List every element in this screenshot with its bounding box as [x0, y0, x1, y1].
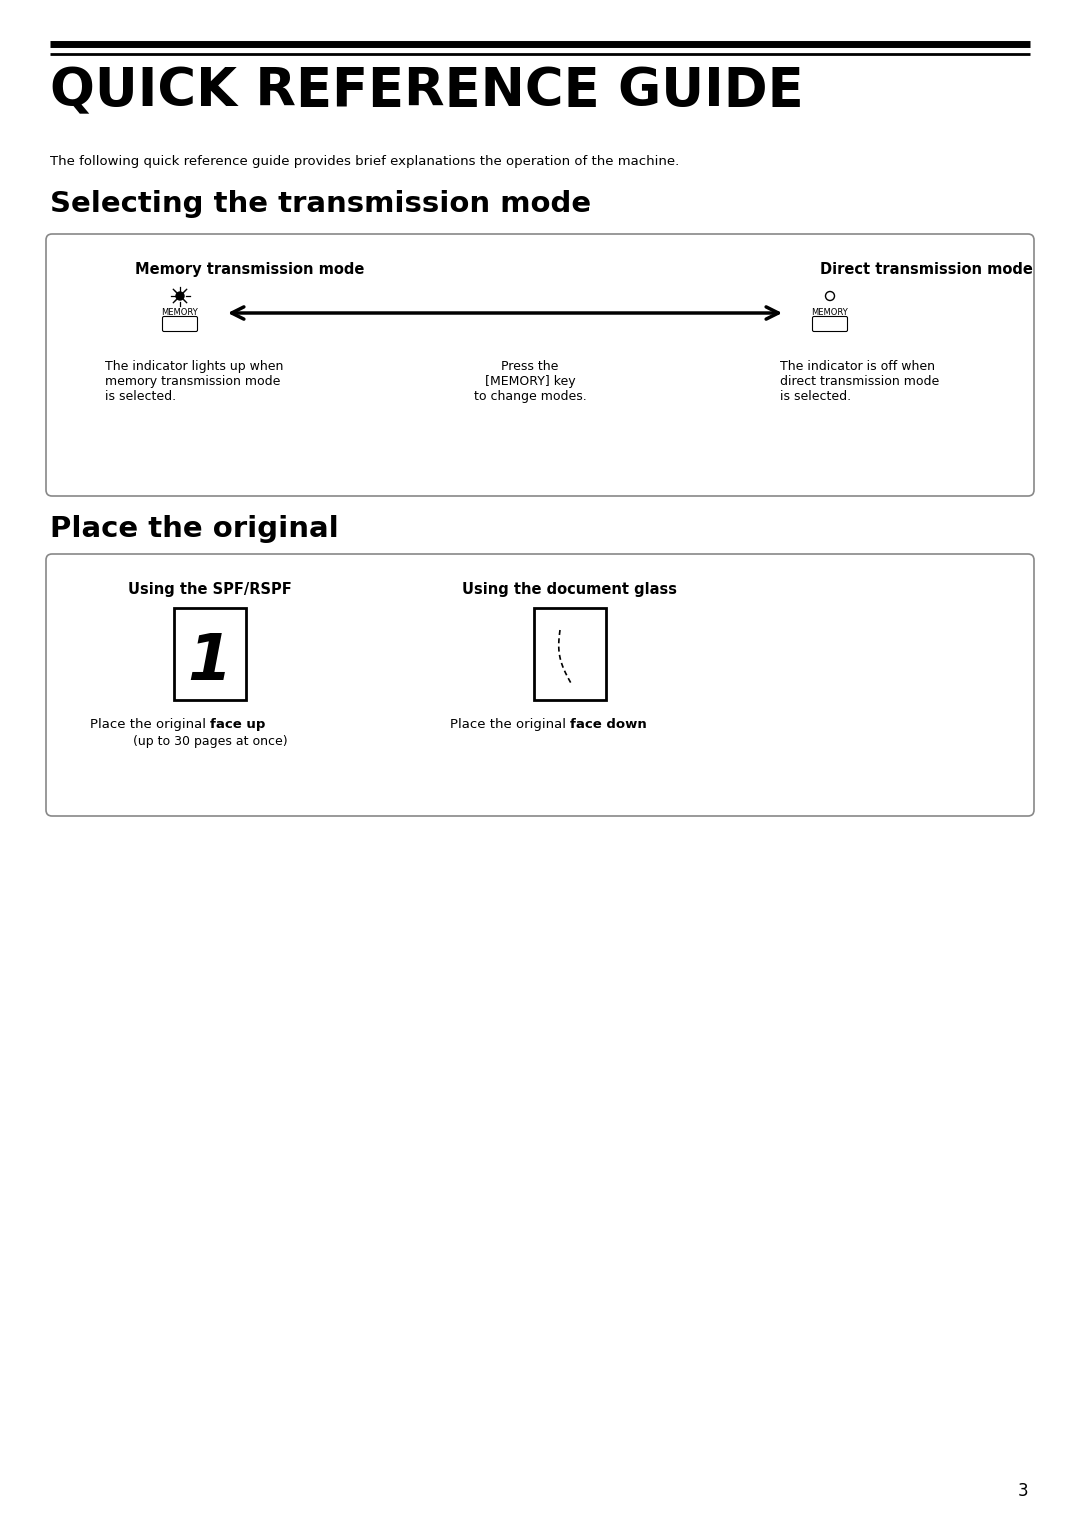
Bar	[174, 609, 246, 700]
Text: is selected.: is selected.	[105, 390, 176, 404]
Text: Using the document glass: Using the document glass	[462, 583, 677, 596]
Text: face down: face down	[570, 719, 647, 731]
Text: Using the SPF/RSPF: Using the SPF/RSPF	[129, 583, 292, 596]
Text: face up: face up	[210, 719, 266, 731]
FancyBboxPatch shape	[46, 234, 1034, 495]
Text: Direct transmission mode: Direct transmission mode	[820, 261, 1032, 277]
Text: Place the original: Place the original	[50, 515, 339, 543]
Text: direct transmission mode: direct transmission mode	[780, 375, 940, 388]
Text: Memory transmission mode: Memory transmission mode	[135, 261, 364, 277]
Text: to change modes.: to change modes.	[474, 390, 586, 404]
Bar	[534, 609, 606, 700]
Text: 1: 1	[188, 631, 232, 693]
Text: The indicator is off when: The indicator is off when	[780, 359, 935, 373]
Circle shape	[176, 292, 184, 300]
Text: MEMORY: MEMORY	[812, 307, 849, 317]
Text: Selecting the transmission mode: Selecting the transmission mode	[50, 190, 591, 219]
Text: MEMORY: MEMORY	[162, 307, 199, 317]
Text: Place the original: Place the original	[449, 719, 570, 731]
Text: [MEMORY] key: [MEMORY] key	[485, 375, 576, 388]
Text: The indicator lights up when: The indicator lights up when	[105, 359, 283, 373]
Text: 3: 3	[1017, 1482, 1028, 1500]
Text: Place the original: Place the original	[90, 719, 210, 731]
Text: (up to 30 pages at once): (up to 30 pages at once)	[133, 735, 287, 748]
FancyBboxPatch shape	[162, 317, 198, 332]
FancyBboxPatch shape	[46, 553, 1034, 816]
Text: Press the: Press the	[501, 359, 558, 373]
Text: memory transmission mode: memory transmission mode	[105, 375, 281, 388]
Text: is selected.: is selected.	[780, 390, 851, 404]
FancyBboxPatch shape	[812, 317, 848, 332]
Text: QUICK REFERENCE GUIDE: QUICK REFERENCE GUIDE	[50, 66, 804, 118]
Text: The following quick reference guide provides brief explanations the operation of: The following quick reference guide prov…	[50, 154, 679, 168]
